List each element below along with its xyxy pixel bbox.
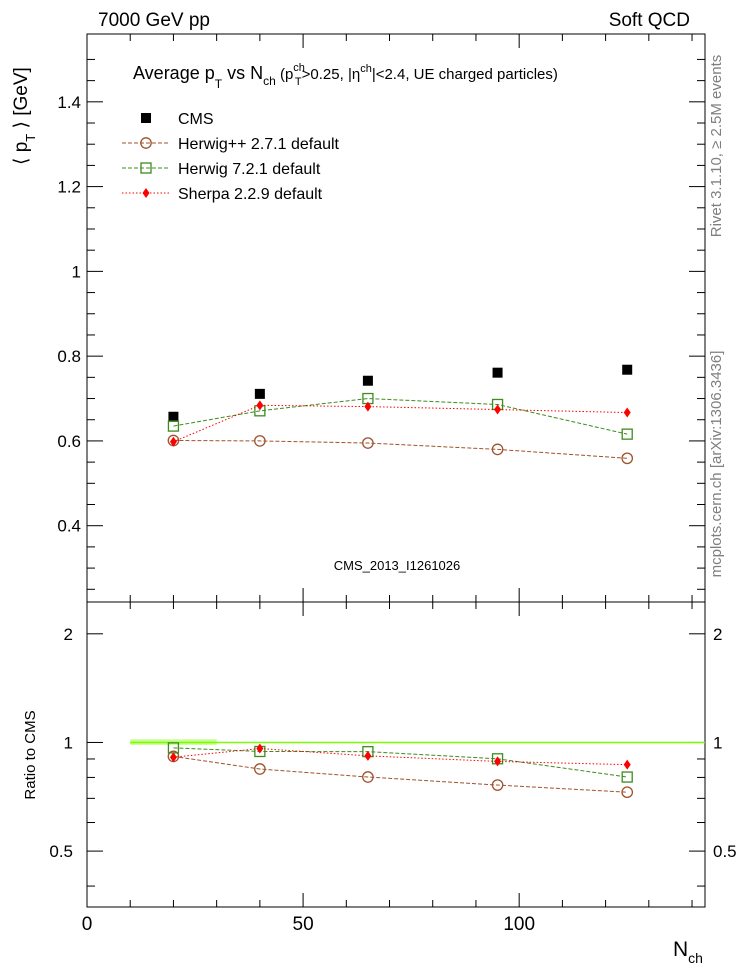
ratio-point-herwigpp (362, 771, 374, 783)
data-point-sherpa (364, 401, 372, 412)
main-series (167, 364, 634, 465)
x-axis-label: Nch (673, 938, 703, 966)
y-tick-label: 0.6 (57, 432, 81, 451)
x-tick-label: 50 (293, 914, 314, 935)
ratio-point-sherpa (364, 750, 372, 761)
chart-title: Average pT vs Nch (pch T>0.25, |ηch|<2.4,… (133, 62, 558, 91)
data-point-sherpa (623, 407, 631, 418)
side-note-top: Rivet 3.1.10, ≥ 2.5M events (708, 55, 725, 238)
data-point-herwigpp (491, 443, 504, 456)
data-point-cms (492, 367, 503, 378)
data-point-cms (254, 388, 265, 399)
legend-marker-sherpa (142, 188, 150, 198)
data-point-cms (622, 364, 633, 375)
ratio-y-tick-label: 1 (64, 733, 73, 752)
ratio-point-sherpa (169, 752, 177, 763)
data-point-sherpa (256, 400, 264, 411)
ratio-point-herwigpp (621, 786, 634, 799)
legend-marker-cms (141, 113, 151, 123)
legend-marker-herwigpp (140, 137, 152, 149)
data-point-cms (362, 375, 373, 386)
ratio-point-herwigpp (491, 779, 504, 791)
ratio-y-tick-label: 0.5 (49, 842, 73, 861)
y-tick-label: 1.2 (57, 178, 81, 197)
x-ticks: 0 50 100 (82, 34, 693, 935)
y-tick-label: 0.8 (57, 347, 81, 366)
ratio-point-sherpa (256, 743, 264, 754)
header-right: Soft QCD (609, 10, 690, 31)
legend-marker-herwig7 (140, 162, 152, 174)
ratio-plot-frame (86, 601, 706, 908)
data-point-sherpa (169, 436, 177, 447)
ratio-y-tick-label: 2 (64, 625, 73, 644)
x-tick-label: 100 (503, 914, 535, 935)
data-point-herwigpp (254, 435, 266, 447)
data-point-sherpa (494, 404, 502, 415)
main-y-ticks: 0.4 0.6 0.8 1 1.2 1.4 (57, 58, 705, 590)
y-tick-label: 1.4 (57, 93, 81, 112)
legend: CMS Herwig++ 2.7.1 default Herwig 7.2.1 de… (122, 111, 340, 203)
legend-label-herwigpp: Herwig++ 2.7.1 default (178, 136, 340, 153)
data-point-herwigpp (362, 437, 374, 449)
ratio-y-ticks: 0.5 0.5 1 1 2 2 (49, 625, 737, 887)
series-line-sherpa (173, 404, 628, 443)
data-point-herwig7 (621, 428, 633, 440)
ratio-line-sherpa (173, 748, 628, 766)
ratio-y-tick-label-right: 2 (713, 625, 722, 644)
y-tick-label: 0.4 (57, 517, 81, 536)
ratio-line-herwigpp (173, 755, 628, 793)
legend-label-sherpa: Sherpa 2.2.9 default (178, 186, 323, 203)
y-tick-label: 1 (72, 262, 81, 281)
analysis-watermark: CMS_2013_I1261026 (334, 558, 461, 573)
ratio-y-tick-label-right: 0.5 (713, 842, 737, 861)
series-line-herwigpp (173, 440, 628, 459)
data-point-cms (168, 411, 179, 422)
legend-label-herwig7: Herwig 7.2.1 default (178, 161, 321, 178)
x-tick-label: 0 (82, 914, 93, 935)
series-line-herwig7 (173, 398, 628, 435)
data-point-herwig7 (167, 420, 180, 432)
ratio-point-sherpa (623, 759, 631, 770)
ratio-point-sherpa (494, 756, 502, 767)
header-left: 7000 GeV pp (98, 10, 210, 31)
ratio-y-axis-label: Ratio to CMS (22, 710, 39, 799)
y-axis-label: ⟨ pT ⟩ [GeV] (11, 67, 38, 165)
ratio-point-herwigpp (254, 763, 266, 775)
ratio-y-tick-label-right: 1 (713, 733, 722, 752)
ratio-reference (130, 739, 705, 745)
ratio-line-herwig7 (173, 747, 628, 778)
ratio-point-herwig7 (621, 771, 633, 783)
legend-label-cms: CMS (178, 111, 214, 128)
ratio-series (167, 742, 634, 799)
data-point-herwigpp (621, 452, 634, 465)
side-note-bottom: mcplots.cern.ch [arXiv:1306.3436] (708, 351, 725, 578)
